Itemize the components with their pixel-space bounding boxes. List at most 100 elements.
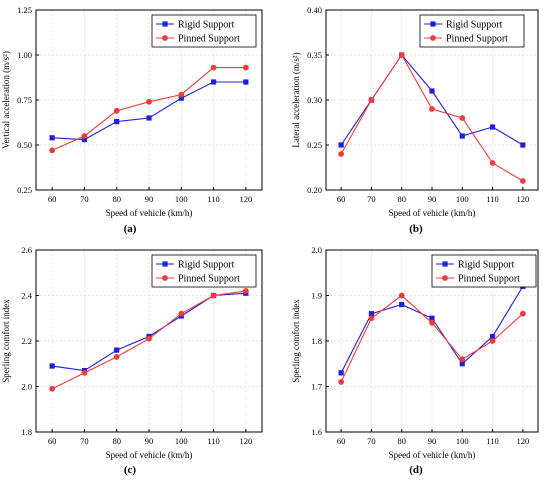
x-axis-title: Speed of vehicle (km/h) — [106, 208, 193, 218]
data-point — [459, 115, 466, 121]
y-axis-title: Sperling comfort index — [291, 299, 301, 383]
x-tick-label: 90 — [145, 436, 154, 446]
data-point — [398, 52, 405, 58]
panel-label: (d) — [409, 464, 423, 476]
x-tick-label: 100 — [175, 436, 188, 446]
y-tick-label: 2.4 — [21, 291, 32, 301]
legend-box — [151, 254, 257, 288]
x-tick-label: 120 — [516, 436, 529, 446]
y-tick-label: 1.8 — [21, 427, 32, 437]
data-point — [210, 64, 217, 71]
data-point — [113, 107, 120, 114]
y-tick-label: 0.75 — [17, 95, 32, 105]
y-tick-label: 0.25 — [17, 185, 32, 195]
data-point — [489, 333, 496, 340]
legend: Rigid Support Pinned Support — [419, 14, 525, 48]
data-point — [489, 124, 496, 130]
x-tick-label: 100 — [175, 194, 188, 204]
legend-label: Pinned Support — [446, 34, 508, 45]
data-point — [368, 315, 375, 322]
panel-label: (a) — [124, 223, 137, 235]
data-point — [459, 356, 466, 363]
series-line — [51, 67, 246, 151]
data-point — [459, 133, 465, 139]
y-tick-label: 2.0 — [21, 382, 32, 392]
data-point — [146, 115, 152, 121]
y-axis-title: Lateral acceleration (m/s²) — [291, 52, 301, 147]
x-tick-label: 90 — [145, 194, 154, 204]
data-point — [178, 91, 185, 98]
y-tick-label: 0.35 — [307, 50, 322, 60]
panel-label: (b) — [409, 223, 423, 235]
chart-panel-2: 60 70 80 90 100 110 120 0.20 0.25 0.30 0.35 0.40 Spe… — [291, 5, 539, 235]
data-point — [338, 370, 344, 376]
legend-marker — [442, 275, 448, 281]
y-tick-label: 0.40 — [307, 5, 322, 15]
data-point — [146, 98, 152, 105]
data-point — [146, 335, 152, 342]
legend: Rigid Support Pinned Support — [151, 14, 257, 48]
data-point — [49, 385, 56, 392]
legend-box — [431, 254, 537, 288]
data-point — [489, 160, 496, 166]
legend-box — [151, 14, 257, 48]
data-point — [49, 363, 55, 369]
data-point — [243, 79, 249, 85]
y-tick-label: 1.7 — [311, 382, 322, 392]
data-point — [429, 319, 435, 326]
data-point — [338, 379, 345, 385]
y-tick-label: 2.6 — [21, 245, 32, 255]
series-pinned — [338, 292, 526, 385]
x-tick-label: 90 — [428, 436, 437, 446]
series-pinned — [49, 288, 249, 392]
data-point — [429, 88, 435, 94]
y-tick-label: 2.0 — [311, 245, 322, 255]
x-tick-label: 110 — [207, 194, 219, 204]
legend-marker — [162, 275, 168, 281]
legend: Rigid Support Pinned Support — [431, 254, 537, 288]
legend-marker — [162, 261, 168, 267]
series-pinned — [338, 52, 526, 184]
y-tick-label: 0.25 — [307, 140, 322, 150]
data-point — [178, 95, 184, 101]
data-point — [519, 178, 526, 184]
data-point — [399, 302, 405, 308]
y-tick-label: 1.8 — [311, 336, 322, 346]
x-tick-label: 60 — [48, 194, 57, 204]
legend-marker — [442, 261, 448, 267]
data-point — [338, 142, 344, 148]
data-point — [242, 64, 249, 71]
x-tick-label: 110 — [486, 194, 498, 204]
data-point — [113, 354, 120, 360]
x-tick-label: 120 — [516, 194, 529, 204]
series-pinned — [49, 64, 249, 154]
chart-panel-3: 60 70 80 90 100 110 120 1.8 2.0 2.2 2.4 2.6 Speed of… — [1, 245, 263, 476]
x-tick-label: 110 — [207, 436, 219, 446]
legend-marker — [430, 21, 436, 27]
data-point — [429, 106, 435, 112]
legend-label: Rigid Support — [178, 20, 235, 31]
data-point — [210, 79, 217, 85]
data-point — [242, 288, 249, 294]
data-point — [114, 119, 120, 125]
legend-label: Rigid Support — [458, 260, 515, 271]
y-tick-label: 1.9 — [311, 291, 322, 301]
data-point — [459, 361, 465, 367]
x-tick-label: 80 — [397, 194, 406, 204]
data-point — [520, 142, 526, 148]
x-tick-label: 70 — [80, 436, 89, 446]
legend-label: Pinned Support — [458, 274, 520, 285]
x-tick-label: 60 — [48, 436, 57, 446]
x-tick-label: 120 — [239, 436, 252, 446]
chart-panel-1: 60 70 80 90 100 110 120 0.25 0.50 0.75 1.00 1.25 Spe… — [1, 5, 263, 235]
x-tick-label: 90 — [428, 194, 437, 204]
data-point — [81, 133, 88, 139]
x-tick-label: 100 — [456, 436, 469, 446]
x-tick-label: 60 — [337, 194, 346, 204]
x-tick-label: 80 — [112, 436, 121, 446]
data-point — [338, 151, 345, 157]
data-point — [429, 315, 435, 321]
legend: Rigid Support Pinned Support — [151, 254, 257, 288]
x-axis-title: Speed of vehicle (km/h) — [389, 450, 476, 460]
y-tick-label: 0.20 — [307, 185, 322, 195]
